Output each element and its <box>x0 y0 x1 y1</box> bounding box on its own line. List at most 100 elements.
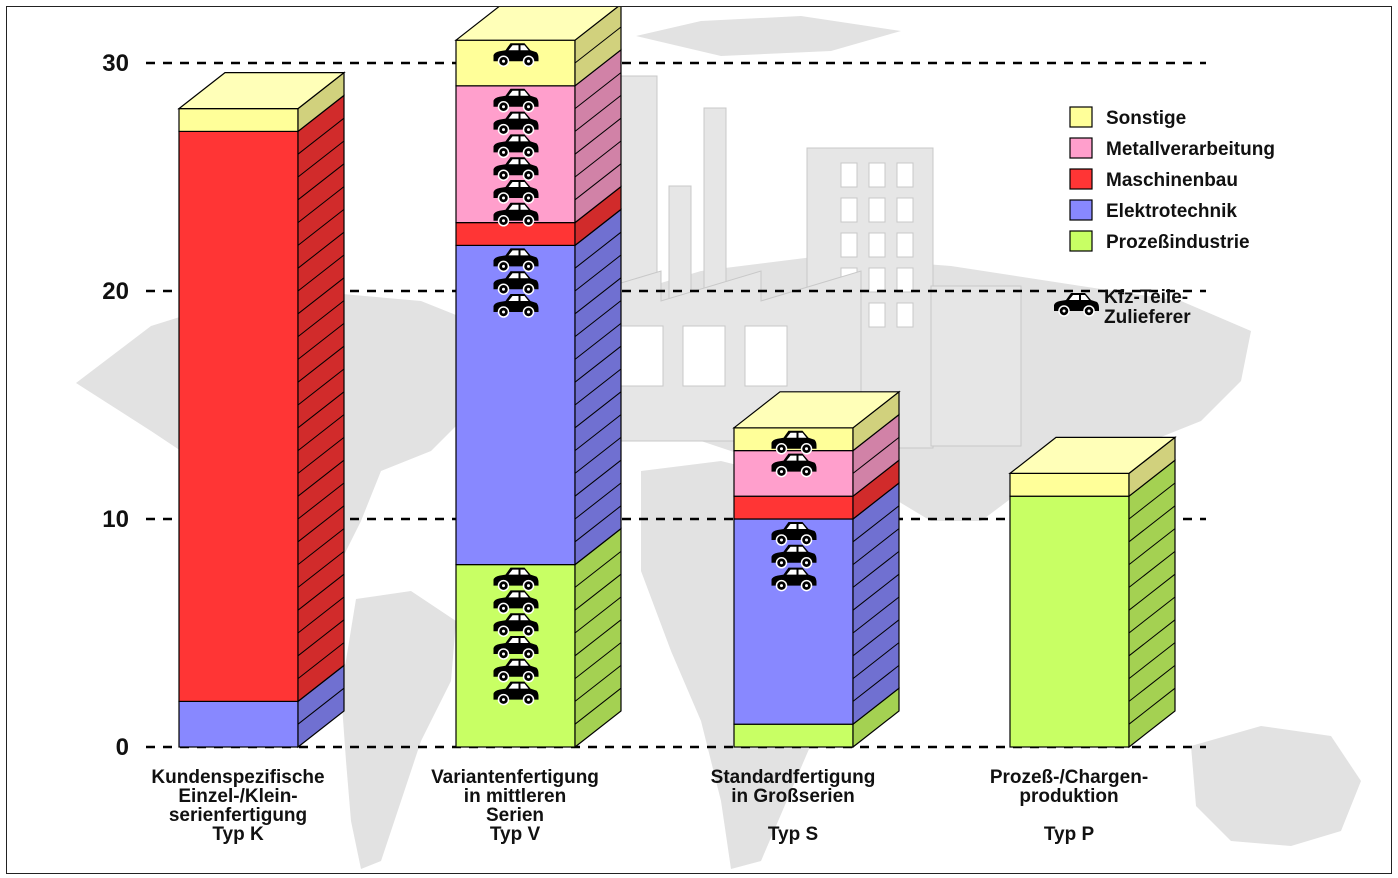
bar-side-stripe <box>1128 482 1176 520</box>
bar-segment <box>178 130 299 702</box>
car-hub <box>805 538 808 542</box>
car-hub <box>502 698 505 702</box>
bar-side-stripe <box>297 619 345 657</box>
map-australia <box>1191 726 1361 846</box>
car-window <box>786 569 807 575</box>
legend-supplier-label: Kfz-Teile- <box>1104 287 1188 308</box>
car-icon <box>493 658 539 683</box>
car-icon <box>493 636 539 660</box>
car-icon <box>493 294 539 318</box>
car-window <box>786 524 807 529</box>
car-hub <box>502 675 505 679</box>
bar-segment <box>455 244 576 566</box>
factory-window <box>896 162 914 188</box>
bar-side-stripe <box>1128 642 1176 679</box>
bar-side-stripe <box>1128 505 1176 543</box>
car-icon <box>493 681 539 706</box>
bar-side-stripe <box>297 459 345 497</box>
bar-side-stripe <box>574 26 622 64</box>
factory-window <box>896 302 914 328</box>
car-hub <box>502 105 505 109</box>
bar-side-stripe <box>574 277 622 315</box>
car-hub <box>527 150 530 154</box>
bar-segment <box>1009 495 1130 748</box>
bar-side-stripe <box>297 140 345 178</box>
car-hub <box>502 150 505 154</box>
car-hub <box>502 629 505 633</box>
car-icon <box>493 180 539 204</box>
car-hub <box>805 561 808 565</box>
x-axis-label: in mittleren <box>464 786 566 807</box>
car-window <box>508 660 529 666</box>
car-icon <box>771 453 817 478</box>
car-hub <box>527 310 530 314</box>
bar-side-stripe <box>297 437 345 474</box>
bar-side-stripe <box>297 254 345 292</box>
bar-side-stripe <box>574 163 622 201</box>
bar-side-stripe <box>574 140 622 178</box>
bar-side-stripe <box>574 231 622 269</box>
factory-window <box>840 232 858 258</box>
bar-group <box>454 7 622 749</box>
bar-side-stripe <box>852 505 900 543</box>
car-hub <box>502 173 505 177</box>
bar-side-stripe <box>1128 665 1176 702</box>
bar-side-stripe <box>297 163 345 201</box>
bar-side-stripe <box>297 414 345 451</box>
bar-side-stripe <box>574 482 622 520</box>
legend-swatch <box>1069 137 1093 159</box>
legend-label: Sonstige <box>1106 108 1186 129</box>
car-window <box>786 546 807 552</box>
bar-side-stripe <box>574 665 622 702</box>
x-axis-label: Typ K <box>212 824 264 845</box>
car-icon <box>493 202 539 227</box>
legend-label: Elektrotechnik <box>1106 201 1237 222</box>
car-window <box>508 250 529 256</box>
car-hub <box>502 196 505 200</box>
factory-window <box>896 232 914 258</box>
car-icon <box>493 248 539 273</box>
bar-group <box>732 390 901 749</box>
bar-top <box>1008 436 1177 474</box>
factory-window <box>896 197 914 223</box>
car-window <box>508 136 529 142</box>
legend: Sonstige Metallverarbeitung Maschinenbau El… <box>1054 106 1275 328</box>
car-window <box>508 113 529 119</box>
bar-side-stripe <box>297 345 345 383</box>
legend-label: Metallverarbeitung <box>1106 139 1275 160</box>
bar-side-stripe <box>574 596 622 634</box>
bar-side-stripe <box>574 345 622 383</box>
bar-side <box>852 481 900 726</box>
legend-swatch <box>1069 106 1093 128</box>
factory-window <box>682 325 726 387</box>
bar-side-stripe <box>297 687 345 725</box>
car-window <box>1069 295 1089 300</box>
y-tick-label: 20 <box>102 278 129 305</box>
car-hub <box>780 470 783 474</box>
car-window <box>508 204 529 210</box>
bar-side-stripe <box>297 573 345 611</box>
bar-group <box>1008 436 1177 749</box>
car-hub <box>1087 309 1091 313</box>
x-axis-label: in Großserien <box>731 786 855 807</box>
factory-window <box>744 325 788 387</box>
bar-side-stripe <box>574 551 622 588</box>
map-south-america <box>341 591 456 869</box>
bar-side-stripe <box>852 528 900 565</box>
x-axis-label: produktion <box>1019 786 1118 807</box>
car-icon <box>493 567 539 592</box>
factory-window <box>840 197 858 223</box>
bar-side-stripe <box>297 368 345 406</box>
bar-side-stripe <box>297 231 345 269</box>
car-hub <box>502 287 505 291</box>
car-hub <box>780 538 783 542</box>
bar-side-stripe <box>574 619 622 657</box>
x-axis-label: Kundenspezifische <box>151 767 324 788</box>
factory-window <box>868 232 886 258</box>
x-axis-label: Serien <box>486 805 544 826</box>
bar-side-stripe <box>297 300 345 337</box>
bar-side-stripe <box>574 95 622 132</box>
bar-segment <box>178 107 299 132</box>
factory-window <box>868 302 886 328</box>
bar-side-stripe <box>297 391 345 429</box>
